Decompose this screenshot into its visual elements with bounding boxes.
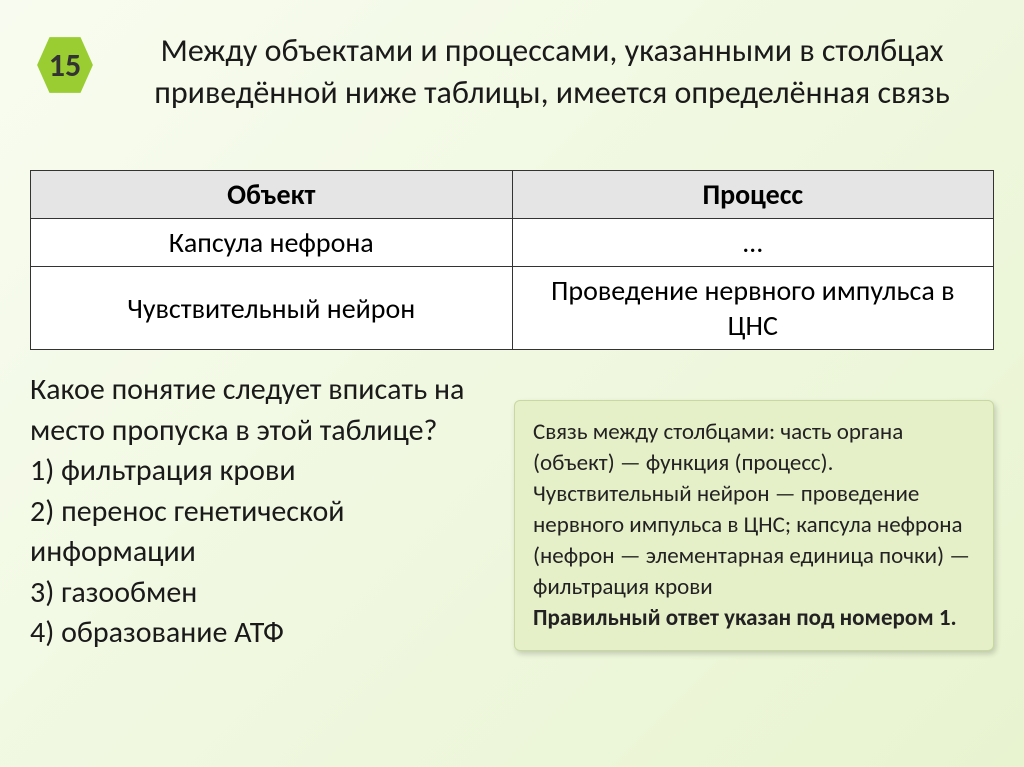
question-prompt: Какое понятие следует вписать на место п…	[30, 370, 490, 451]
explanation-callout: Связь между столбцами: часть органа (объ…	[514, 400, 994, 651]
question-title: Между объектами и процессами, указанными…	[110, 30, 994, 113]
explanation-answer: Правильный ответ указан под номером 1.	[533, 604, 957, 632]
cell-process-1: Проведение нервного импульса в ЦНС	[512, 267, 994, 350]
table-row: Капсула нефрона …	[31, 219, 994, 267]
header-object: Объект	[31, 171, 513, 219]
table-row: Чувствительный нейрон Проведение нервног…	[31, 267, 994, 350]
table-header-row: Объект Процесс	[31, 171, 994, 219]
object-process-table: Объект Процесс Капсула нефрона … Чувстви…	[30, 170, 994, 350]
explanation-body: Связь между столбцами: часть органа (объ…	[533, 418, 970, 601]
cell-object-0: Капсула нефрона	[31, 219, 513, 267]
option-2: 2) перенос генетической информации	[30, 492, 490, 573]
option-4: 4) образование АТФ	[30, 613, 490, 654]
cell-process-0: …	[512, 219, 994, 267]
question-block: Какое понятие следует вписать на место п…	[30, 370, 490, 654]
question-number-badge: 15	[34, 34, 96, 96]
option-1: 1) фильтрация крови	[30, 451, 490, 492]
cell-object-1: Чувствительный нейрон	[31, 267, 513, 350]
header-process: Процесс	[512, 171, 994, 219]
option-3: 3) газообмен	[30, 573, 490, 614]
question-number: 15	[49, 46, 81, 85]
